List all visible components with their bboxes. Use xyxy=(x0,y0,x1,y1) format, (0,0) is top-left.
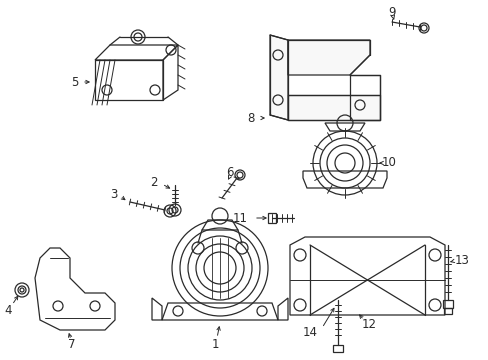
Text: 1: 1 xyxy=(211,338,218,351)
Text: 9: 9 xyxy=(387,5,395,18)
Text: 11: 11 xyxy=(232,211,247,225)
Polygon shape xyxy=(287,95,379,120)
Text: 4: 4 xyxy=(4,303,12,316)
Text: 7: 7 xyxy=(68,338,76,351)
Text: 3: 3 xyxy=(110,189,118,202)
Text: 6: 6 xyxy=(226,166,233,179)
Text: 13: 13 xyxy=(454,253,469,266)
Text: 14: 14 xyxy=(303,325,317,338)
Text: 12: 12 xyxy=(361,319,376,332)
Polygon shape xyxy=(269,35,287,120)
Polygon shape xyxy=(287,40,369,75)
Text: 8: 8 xyxy=(247,112,254,125)
Text: 2: 2 xyxy=(150,176,158,189)
Text: 5: 5 xyxy=(70,76,78,89)
Text: 10: 10 xyxy=(381,157,396,170)
